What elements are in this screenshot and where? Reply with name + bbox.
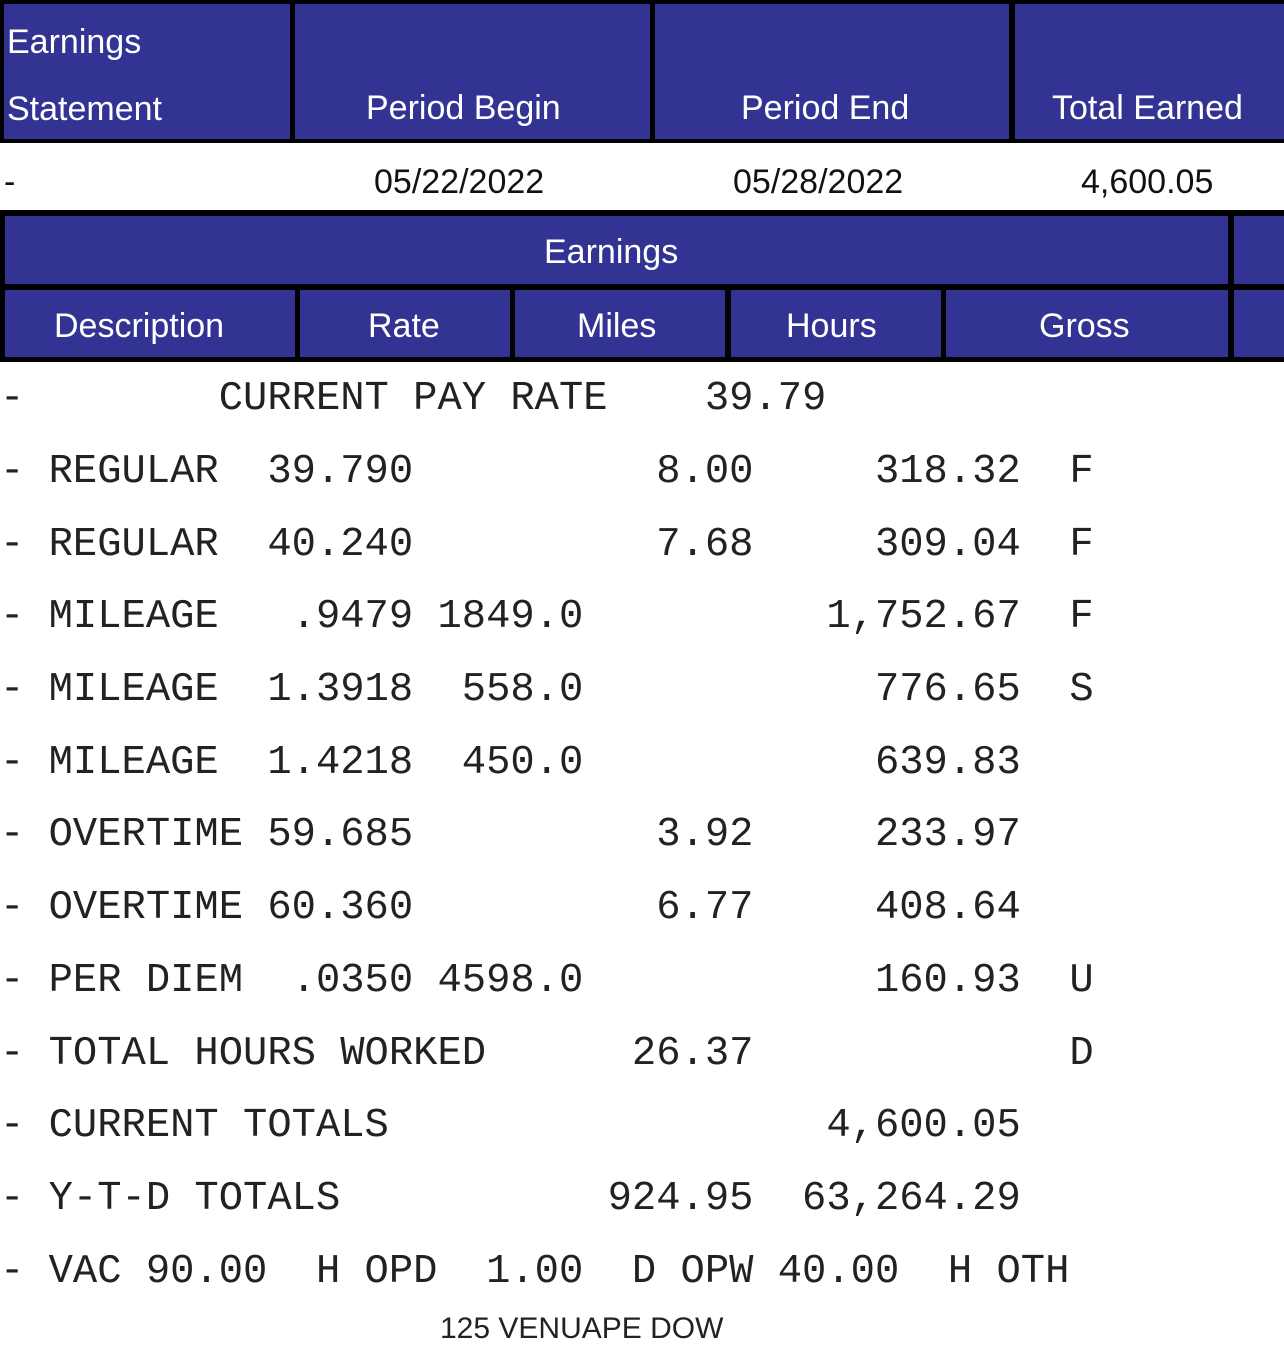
earnings-line: - CURRENT TOTALS 4,600.05: [0, 1103, 1021, 1149]
earnings-statement-label: Earnings Statement: [7, 23, 162, 128]
column-gross-label: Gross: [1039, 307, 1130, 345]
period-end-value: 05/28/2022: [733, 163, 904, 201]
earnings-line: - OVERTIME 59.685 3.92 233.97: [0, 812, 1021, 858]
earnings-line: - MILEAGE 1.4218 450.0 639.83: [0, 740, 1021, 786]
total-earned-value: 4,600.05: [1081, 163, 1214, 201]
total-earned-label: Total Earned: [1052, 89, 1243, 127]
column-miles-label: Miles: [577, 307, 657, 345]
earnings-line: - VAC 90.00 H OPD 1.00 D OPW 40.00 H OTH: [0, 1249, 1070, 1295]
earnings-line: - CURRENT PAY RATE 39.79: [0, 376, 827, 422]
period-end-label: Period End: [741, 89, 910, 127]
column-miles: Miles: [515, 290, 725, 357]
earnings-line: - MILEAGE 1.3918 558.0 776.65 S: [0, 667, 1094, 713]
earnings-line: - REGULAR 40.240 7.68 309.04 F: [0, 522, 1094, 568]
column-rate: Rate: [300, 290, 510, 357]
column-gross: Gross: [946, 290, 1228, 357]
earnings-line: - TOTAL HOURS WORKED 26.37 D: [0, 1031, 1094, 1077]
earnings-extra-cell: [1234, 216, 1284, 284]
column-hours-label: Hours: [786, 307, 877, 345]
earnings-line: - REGULAR 39.790 8.00 318.32 F: [0, 449, 1094, 495]
header-period-end: Period End: [655, 4, 1009, 139]
column-extra: [1234, 290, 1284, 357]
column-hours: Hours: [731, 290, 941, 357]
cut-off-footer-text: 125 VENUAPE DOW: [440, 1312, 724, 1345]
column-description: Description: [5, 290, 295, 357]
earnings-line: - PER DIEM .0350 4598.0 160.93 U: [0, 958, 1094, 1004]
header-earnings-statement: Earnings Statement: [4, 4, 290, 139]
header-total-earned: Total Earned: [1015, 4, 1284, 139]
header-period-begin: Period Begin: [295, 4, 650, 139]
earnings-line: - OVERTIME 60.360 6.77 408.64: [0, 885, 1021, 931]
period-begin-label: Period Begin: [366, 89, 561, 127]
column-rate-label: Rate: [368, 307, 440, 345]
period-begin-value: 05/22/2022: [374, 163, 545, 201]
earnings-line: - Y-T-D TOTALS 924.95 63,264.29: [0, 1176, 1021, 1222]
earnings-title-cell: Earnings: [5, 216, 1228, 284]
column-description-label: Description: [54, 307, 225, 345]
statement-value: -: [4, 163, 16, 201]
earnings-title: Earnings: [544, 233, 679, 271]
earnings-line: - MILEAGE .9479 1849.0 1,752.67 F: [0, 594, 1094, 640]
